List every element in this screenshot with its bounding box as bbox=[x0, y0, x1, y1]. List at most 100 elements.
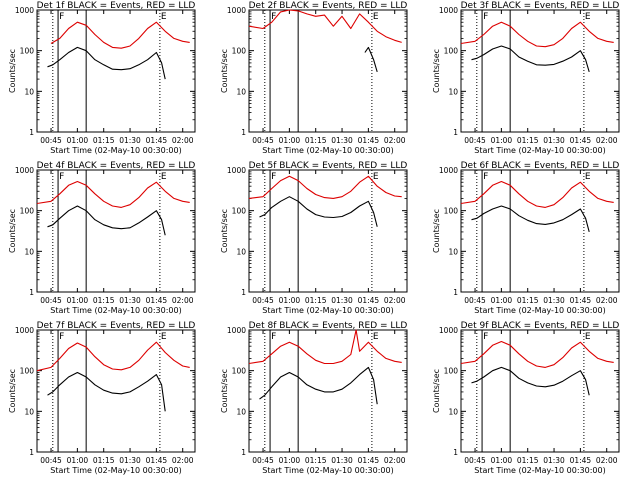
y-tick-label: 100 bbox=[20, 207, 35, 216]
panel-title: Det 9f BLACK = Events, RED = LLD bbox=[461, 321, 620, 331]
x-tick-label: 01:00 bbox=[67, 136, 89, 145]
det-panel-3: Det 3f BLACK = Events, RED = LLD 1 10 100 10… bbox=[432, 1, 620, 155]
plot-frame bbox=[36, 9, 196, 133]
series-lld bbox=[248, 9, 402, 43]
x-tick-label: 02:00 bbox=[384, 296, 406, 305]
y-tick-label: 10 bbox=[24, 247, 34, 256]
x-tick-label: 02:00 bbox=[172, 296, 194, 305]
event-marker-e: E bbox=[161, 172, 167, 182]
event-marker-e: E bbox=[585, 12, 591, 22]
x-tick-label: 01:15 bbox=[517, 296, 539, 305]
y-tick-label: 1 bbox=[453, 128, 458, 137]
y-tick-label: 1000 bbox=[15, 166, 34, 175]
event-marker-e: E bbox=[585, 332, 591, 342]
series-events bbox=[471, 205, 590, 233]
event-marker-f: F bbox=[59, 172, 64, 182]
y-tick-label: 100 bbox=[444, 47, 459, 56]
x-tick-label: 01:30 bbox=[543, 456, 565, 465]
series-events bbox=[47, 46, 166, 80]
y-tick-label: 1000 bbox=[439, 6, 458, 15]
x-tick-label: 01:15 bbox=[93, 296, 115, 305]
x-axis-label: Start Time (02-May-10 00:30:00) bbox=[474, 466, 605, 475]
plot-frame bbox=[248, 9, 408, 133]
x-tick-label: 02:00 bbox=[172, 456, 194, 465]
x-tick-label: 01:30 bbox=[543, 296, 565, 305]
x-axis-label: Start Time (02-May-10 00:30:00) bbox=[474, 306, 605, 315]
y-axis-label: Counts/sec bbox=[432, 209, 441, 253]
x-tick-label: 00:45 bbox=[464, 296, 486, 305]
x-tick-label: 01:15 bbox=[517, 136, 539, 145]
x-axis-label: Start Time (02-May-10 00:30:00) bbox=[262, 466, 393, 475]
plot-frame bbox=[36, 329, 196, 453]
plot-frame bbox=[248, 169, 408, 293]
x-tick-label: 02:00 bbox=[384, 136, 406, 145]
det-panel-4: Det 4f BLACK = Events, RED = LLD 1 10 100 10… bbox=[8, 161, 196, 315]
y-axis-label: Counts/sec bbox=[220, 209, 229, 253]
series-lld bbox=[460, 180, 614, 208]
panel-title: Det 8f BLACK = Events, RED = LLD bbox=[249, 321, 408, 331]
x-tick-label: 01:15 bbox=[517, 456, 539, 465]
panel-title: Det 6f BLACK = Events, RED = LLD bbox=[461, 161, 620, 171]
x-tick-label: 01:15 bbox=[305, 296, 327, 305]
y-axis-label: Counts/sec bbox=[8, 49, 17, 93]
event-marker-f: F bbox=[59, 12, 64, 22]
y-tick-label: 1000 bbox=[227, 166, 246, 175]
series-lld bbox=[248, 329, 402, 365]
panel-title: Det 1f BLACK = Events, RED = LLD bbox=[37, 1, 196, 11]
plot-frame bbox=[460, 329, 620, 453]
y-tick-label: 10 bbox=[448, 247, 458, 256]
y-axis-label: Counts/sec bbox=[432, 369, 441, 413]
x-tick-label: 01:00 bbox=[279, 296, 301, 305]
y-tick-label: 10 bbox=[236, 87, 246, 96]
event-marker-e: E bbox=[373, 172, 379, 182]
y-tick-label: 1 bbox=[241, 448, 246, 457]
x-tick-label: 01:45 bbox=[358, 136, 380, 145]
panel-title: Det 4f BLACK = Events, RED = LLD bbox=[37, 161, 196, 171]
plot-frame bbox=[460, 169, 620, 293]
event-marker-e: E bbox=[161, 332, 167, 342]
x-tick-label: 01:30 bbox=[119, 456, 141, 465]
series-events bbox=[364, 46, 378, 73]
x-tick-label: 02:00 bbox=[596, 456, 618, 465]
det-panel-1: Det 1f BLACK = Events, RED = LLD 1 10 100 10… bbox=[8, 1, 196, 155]
x-tick-label: 00:45 bbox=[464, 136, 486, 145]
event-marker-f: F bbox=[483, 172, 488, 182]
y-tick-label: 1000 bbox=[15, 6, 34, 15]
x-tick-label: 00:45 bbox=[252, 136, 274, 145]
y-tick-label: 100 bbox=[20, 47, 35, 56]
x-tick-label: 00:45 bbox=[40, 456, 62, 465]
x-tick-label: 01:15 bbox=[93, 456, 115, 465]
event-marker-e: E bbox=[585, 172, 591, 182]
x-tick-label: 01:45 bbox=[570, 296, 592, 305]
plot-frame bbox=[248, 329, 408, 453]
y-tick-label: 1 bbox=[29, 448, 34, 457]
y-tick-label: 1000 bbox=[15, 326, 34, 335]
det-panel-8: Det 8f BLACK = Events, RED = LLD 1 10 100 10… bbox=[220, 321, 408, 475]
panel-title: Det 7f BLACK = Events, RED = LLD bbox=[37, 321, 196, 331]
y-tick-label: 100 bbox=[232, 47, 247, 56]
det-panel-7: Det 7f BLACK = Events, RED = LLD 1 10 100 10… bbox=[8, 321, 196, 475]
x-tick-label: 01:00 bbox=[279, 136, 301, 145]
x-axis-label: Start Time (02-May-10 00:30:00) bbox=[50, 306, 181, 315]
x-tick-label: 01:15 bbox=[93, 136, 115, 145]
y-tick-label: 100 bbox=[444, 207, 459, 216]
x-axis-label: Start Time (02-May-10 00:30:00) bbox=[474, 146, 605, 155]
x-tick-label: 01:00 bbox=[279, 456, 301, 465]
y-tick-label: 100 bbox=[444, 367, 459, 376]
x-tick-label: 00:45 bbox=[252, 456, 274, 465]
series-lld bbox=[36, 180, 190, 208]
event-marker-e: E bbox=[373, 12, 379, 22]
x-tick-label: 01:45 bbox=[358, 456, 380, 465]
event-marker-f: F bbox=[271, 12, 276, 22]
series-lld bbox=[36, 341, 190, 372]
det-panel-2: Det 2f BLACK = Events, RED = LLD 1 10 100 10… bbox=[220, 1, 408, 155]
x-tick-label: 01:45 bbox=[570, 136, 592, 145]
y-tick-label: 100 bbox=[232, 207, 247, 216]
x-tick-label: 01:30 bbox=[119, 136, 141, 145]
x-tick-label: 01:00 bbox=[67, 456, 89, 465]
event-marker-f: F bbox=[271, 172, 276, 182]
x-tick-label: 02:00 bbox=[596, 296, 618, 305]
series-events bbox=[47, 371, 166, 412]
panel-title: Det 5f BLACK = Events, RED = LLD bbox=[249, 161, 408, 171]
